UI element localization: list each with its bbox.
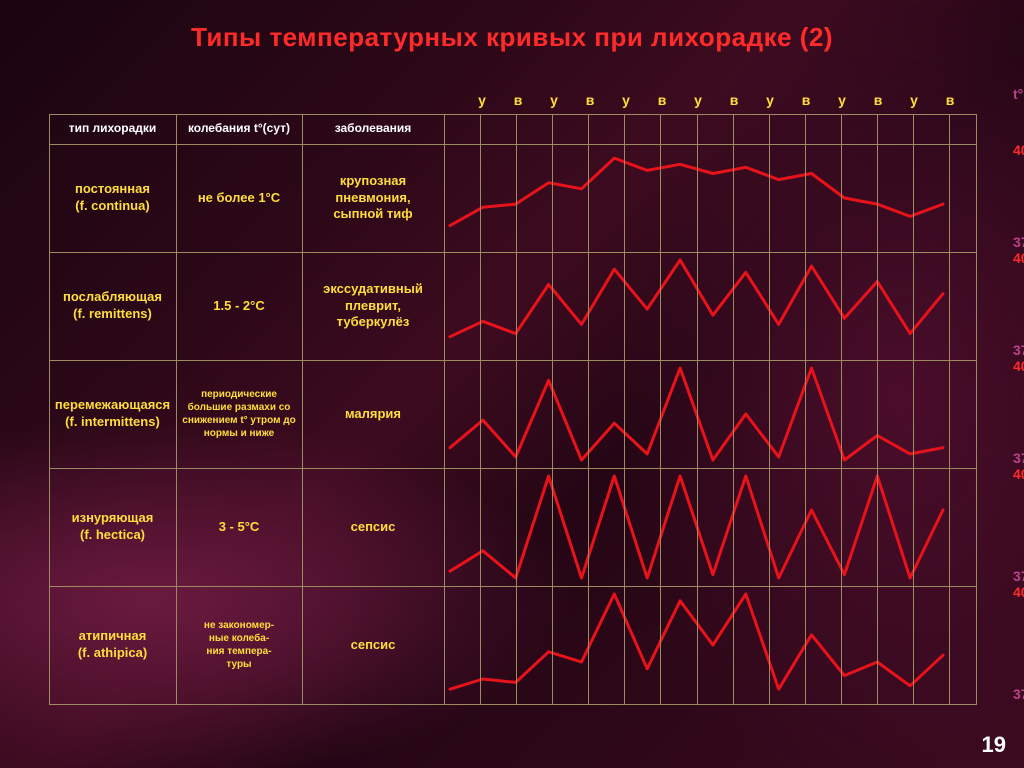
axis-label-top: 40 xyxy=(1013,466,1024,482)
uv-label: в xyxy=(500,92,536,108)
table-cell: перемежающаяся(f. intermittens) xyxy=(49,360,176,468)
page-number: 19 xyxy=(982,732,1006,758)
axis-unit-label: t°C xyxy=(1013,86,1024,102)
table-cell: крупозная пневмония,сыпной тиф xyxy=(302,144,444,252)
table-cell: колебания t°(сут) xyxy=(176,114,302,144)
grid-vline xyxy=(841,114,842,704)
table-cell: заболевания xyxy=(302,114,444,144)
uv-label: у xyxy=(896,92,932,108)
grid-vline xyxy=(516,114,517,704)
uv-label: в xyxy=(572,92,608,108)
table-cell: не более 1°C xyxy=(176,144,302,252)
grid-vline xyxy=(913,114,914,704)
uv-label: у xyxy=(752,92,788,108)
table-cell: сепсис xyxy=(302,586,444,704)
grid-vline xyxy=(697,114,698,704)
grid-vline xyxy=(877,114,878,704)
grid-vline xyxy=(769,114,770,704)
grid-vline xyxy=(949,114,950,704)
axis-label-bot: 37 xyxy=(1013,686,1024,702)
axis-label-bot: 37 xyxy=(1013,342,1024,358)
grid-vline xyxy=(444,114,445,704)
uv-label: у xyxy=(680,92,716,108)
axis-label-bot: 37 xyxy=(1013,568,1024,584)
table-cell: не закономер-ные колеба-ния темпера-туры xyxy=(176,586,302,704)
axis-label-bot: 37 xyxy=(1013,234,1024,250)
page-title: Типы температурных кривых при лихорадке … xyxy=(0,0,1024,53)
grid-vline xyxy=(976,114,977,704)
table-cell: 3 - 5°C xyxy=(176,468,302,586)
uv-label: в xyxy=(644,92,680,108)
grid-vline xyxy=(588,114,589,704)
table-cell: 1.5 - 2°C xyxy=(176,252,302,360)
chart-stage: увувувувувувув тип лихорадкиколебания t°… xyxy=(49,114,977,704)
table-cell: изнуряющая(f. hectica) xyxy=(49,468,176,586)
uv-header-row: увувувувувувув xyxy=(464,92,968,108)
table-cell: послабляющая(f. remittens) xyxy=(49,252,176,360)
uv-label: в xyxy=(716,92,752,108)
grid-vline xyxy=(480,114,481,704)
table-cell: постоянная(f. continua) xyxy=(49,144,176,252)
table-cell: тип лихорадки xyxy=(49,114,176,144)
axis-label-top: 40 xyxy=(1013,358,1024,374)
grid-hline xyxy=(49,704,977,705)
uv-label: у xyxy=(536,92,572,108)
table-cell: периодические большие размахи со снижени… xyxy=(176,360,302,468)
uv-label: у xyxy=(464,92,500,108)
table-cell: сепсис xyxy=(302,468,444,586)
grid-vline xyxy=(805,114,806,704)
uv-label: у xyxy=(824,92,860,108)
grid-vline xyxy=(733,114,734,704)
axis-label-top: 40 xyxy=(1013,584,1024,600)
axis-label-top: 40 xyxy=(1013,250,1024,266)
table-cell: атипичная(f. athipica) xyxy=(49,586,176,704)
table-cell: экссудативный плеврит,туберкулёз xyxy=(302,252,444,360)
grid-vline xyxy=(624,114,625,704)
grid-vline xyxy=(552,114,553,704)
uv-label: в xyxy=(860,92,896,108)
grid-vline xyxy=(660,114,661,704)
table-cell: малярия xyxy=(302,360,444,468)
axis-label-top: 40 xyxy=(1013,142,1024,158)
uv-label: в xyxy=(932,92,968,108)
axis-label-bot: 37 xyxy=(1013,450,1024,466)
uv-label: у xyxy=(608,92,644,108)
uv-label: в xyxy=(788,92,824,108)
